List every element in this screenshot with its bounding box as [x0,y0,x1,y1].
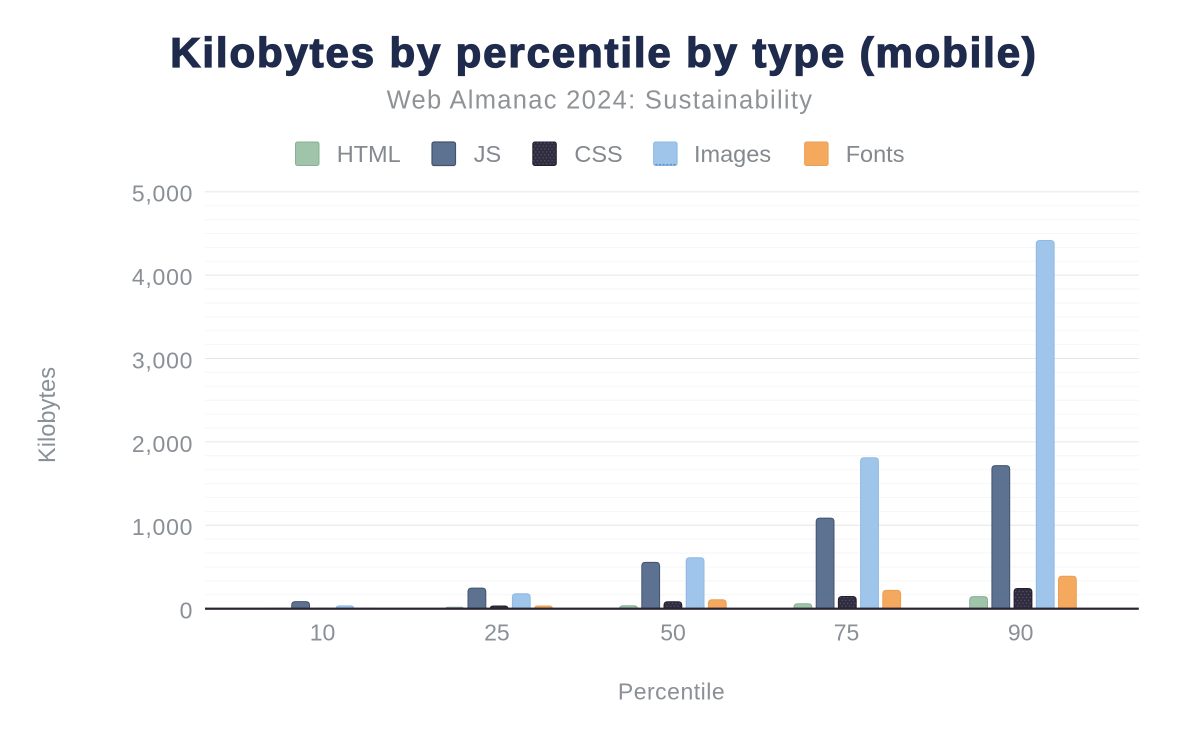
svg-text:3,000: 3,000 [132,347,193,373]
svg-text:0: 0 [180,598,194,624]
svg-text:90: 90 [1008,620,1034,646]
svg-text:Percentile: Percentile [618,678,725,704]
svg-text:1,000: 1,000 [132,514,193,540]
svg-text:5,000: 5,000 [132,181,193,207]
svg-text:CSS: CSS [574,141,622,167]
svg-text:75: 75 [834,620,860,646]
svg-text:Web Almanac 2024: Sustainabili: Web Almanac 2024: Sustainability [387,87,814,115]
svg-text:25: 25 [484,620,510,646]
svg-text:HTML: HTML [337,141,401,167]
svg-text:Kilobytes by percentile by typ: Kilobytes by percentile by type (mobile) [170,29,1038,76]
svg-text:JS: JS [474,141,501,167]
svg-text:Kilobytes: Kilobytes [35,367,61,463]
svg-text:Fonts: Fonts [846,141,905,167]
svg-text:10: 10 [310,620,336,646]
svg-text:50: 50 [660,620,686,646]
svg-text:2,000: 2,000 [132,431,193,457]
svg-text:4,000: 4,000 [132,264,193,290]
svg-text:Images: Images [694,141,771,167]
